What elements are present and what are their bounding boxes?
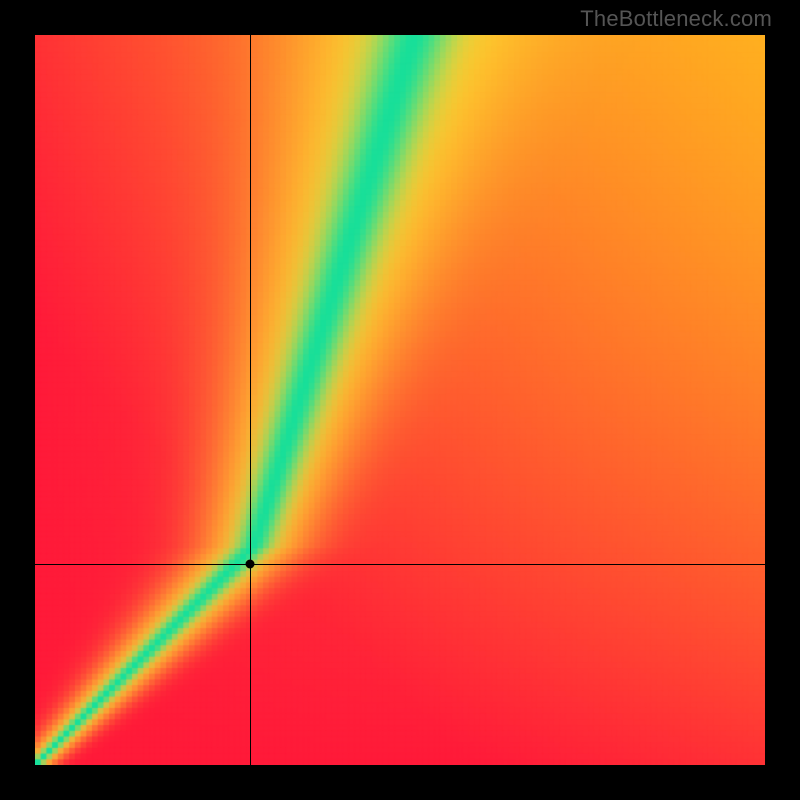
plot-area — [35, 35, 765, 765]
chart-frame: TheBottleneck.com — [0, 0, 800, 800]
crosshair-vertical — [250, 35, 251, 765]
watermark-text: TheBottleneck.com — [580, 6, 772, 32]
crosshair-marker-dot — [246, 560, 255, 569]
crosshair-horizontal — [35, 564, 765, 565]
heatmap-canvas — [35, 35, 765, 765]
